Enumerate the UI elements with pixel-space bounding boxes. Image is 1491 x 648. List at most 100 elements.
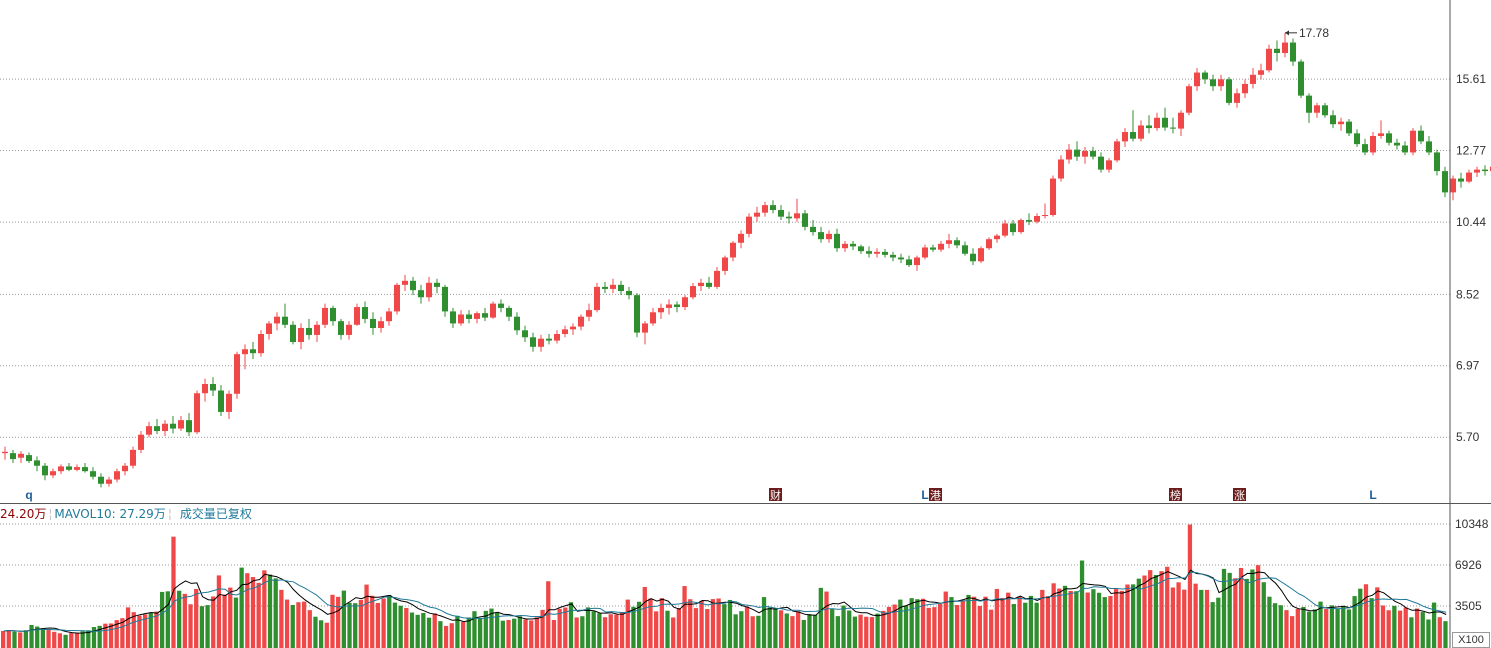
volume-bar (489, 608, 494, 648)
volume-bar (455, 615, 460, 648)
candle (418, 284, 424, 304)
volume-bar (205, 605, 210, 648)
volume-bar (97, 625, 102, 648)
candle (66, 463, 72, 472)
volume-bar (994, 588, 1000, 648)
volume-bar (1352, 596, 1357, 648)
candle (26, 452, 32, 464)
volume-bar (954, 604, 960, 648)
volume-bar (688, 599, 693, 648)
candle (874, 248, 880, 258)
volume-bar (495, 612, 500, 648)
volume-bar (387, 595, 392, 648)
volume-bar (790, 616, 795, 648)
candle (946, 233, 952, 249)
candle (1210, 74, 1216, 91)
volume-bar (233, 597, 239, 648)
volume-bar (1068, 590, 1073, 648)
volume-bar (409, 612, 415, 648)
candle (1234, 88, 1240, 108)
volume-bar (614, 614, 619, 648)
volume-bar (869, 617, 875, 648)
volume-bar (960, 600, 965, 648)
event-marker[interactable]: 港 (929, 488, 942, 502)
event-marker[interactable]: L (1369, 488, 1376, 502)
volume-bar (1, 630, 6, 648)
event-marker[interactable]: q (25, 488, 32, 502)
volume-bar (597, 613, 602, 648)
volume-bar (1142, 575, 1147, 648)
volume-bar (1272, 603, 1278, 648)
volume-bar (1295, 608, 1300, 648)
volume-bar (710, 599, 716, 648)
event-marker[interactable]: 榜 (1169, 488, 1182, 502)
candle (1450, 175, 1456, 201)
candle (1162, 107, 1168, 131)
event-marker[interactable]: 财 (769, 488, 782, 502)
candle (194, 390, 200, 435)
candle (450, 307, 456, 328)
volume-bar (1131, 584, 1136, 648)
volume-bar (273, 578, 278, 648)
volume-bar (426, 617, 432, 648)
volume-bar (1204, 589, 1210, 648)
volume-unit-button[interactable]: X100 (1452, 632, 1490, 648)
candle (1090, 146, 1096, 160)
volume-bar (52, 631, 57, 648)
volume-bar (1193, 583, 1198, 648)
volume-bar (1074, 591, 1079, 648)
volume-tick-label: 10348 (1455, 517, 1489, 531)
volume-bar (1392, 605, 1397, 648)
volume-bar (131, 612, 136, 648)
volume-bar (398, 605, 403, 648)
volume-bar (1153, 575, 1158, 648)
candle (34, 456, 40, 472)
candle (402, 274, 408, 291)
candle (1458, 172, 1464, 188)
volume-bar (347, 602, 352, 648)
candle (466, 310, 472, 324)
candle (850, 240, 856, 251)
volume-bar (665, 610, 670, 648)
candle (1306, 93, 1312, 123)
svg-text:L: L (1369, 488, 1376, 502)
volume-bar (608, 614, 613, 648)
volume-bar (239, 567, 244, 648)
candle (546, 334, 552, 345)
svg-text:L: L (921, 488, 928, 502)
volume-bar (404, 607, 409, 648)
candle (322, 303, 328, 328)
candle (10, 449, 16, 464)
candle (578, 314, 584, 331)
candle (210, 377, 216, 397)
candle (1418, 125, 1424, 145)
volume-bar (966, 594, 971, 648)
volume-axis: 10348 6926 3505 (1455, 517, 1489, 613)
candle (930, 244, 936, 252)
candle (1386, 130, 1392, 146)
svg-text:港: 港 (930, 489, 941, 502)
event-marker[interactable]: 涨 (1233, 488, 1246, 502)
candle (58, 464, 64, 474)
volume-bar (756, 615, 761, 648)
candle (1042, 203, 1048, 219)
volume-bar (1312, 609, 1317, 648)
volume-bar (761, 597, 767, 648)
candle (266, 321, 272, 340)
volume-bar (972, 596, 977, 648)
volume-bar (245, 573, 250, 648)
volume-moving-averages (3, 569, 1447, 634)
candle (282, 303, 288, 328)
volume-bar (182, 593, 187, 648)
volume-bar (483, 610, 488, 648)
candle (906, 255, 912, 268)
volume-bar (1040, 589, 1045, 648)
candle (314, 321, 320, 343)
candle (1290, 38, 1296, 66)
volume-bar (949, 597, 954, 648)
volume-bar (1397, 610, 1403, 648)
candle (514, 312, 520, 335)
volume-bar (500, 620, 505, 648)
volume-bar (91, 627, 97, 648)
event-marker[interactable]: L (921, 488, 928, 502)
